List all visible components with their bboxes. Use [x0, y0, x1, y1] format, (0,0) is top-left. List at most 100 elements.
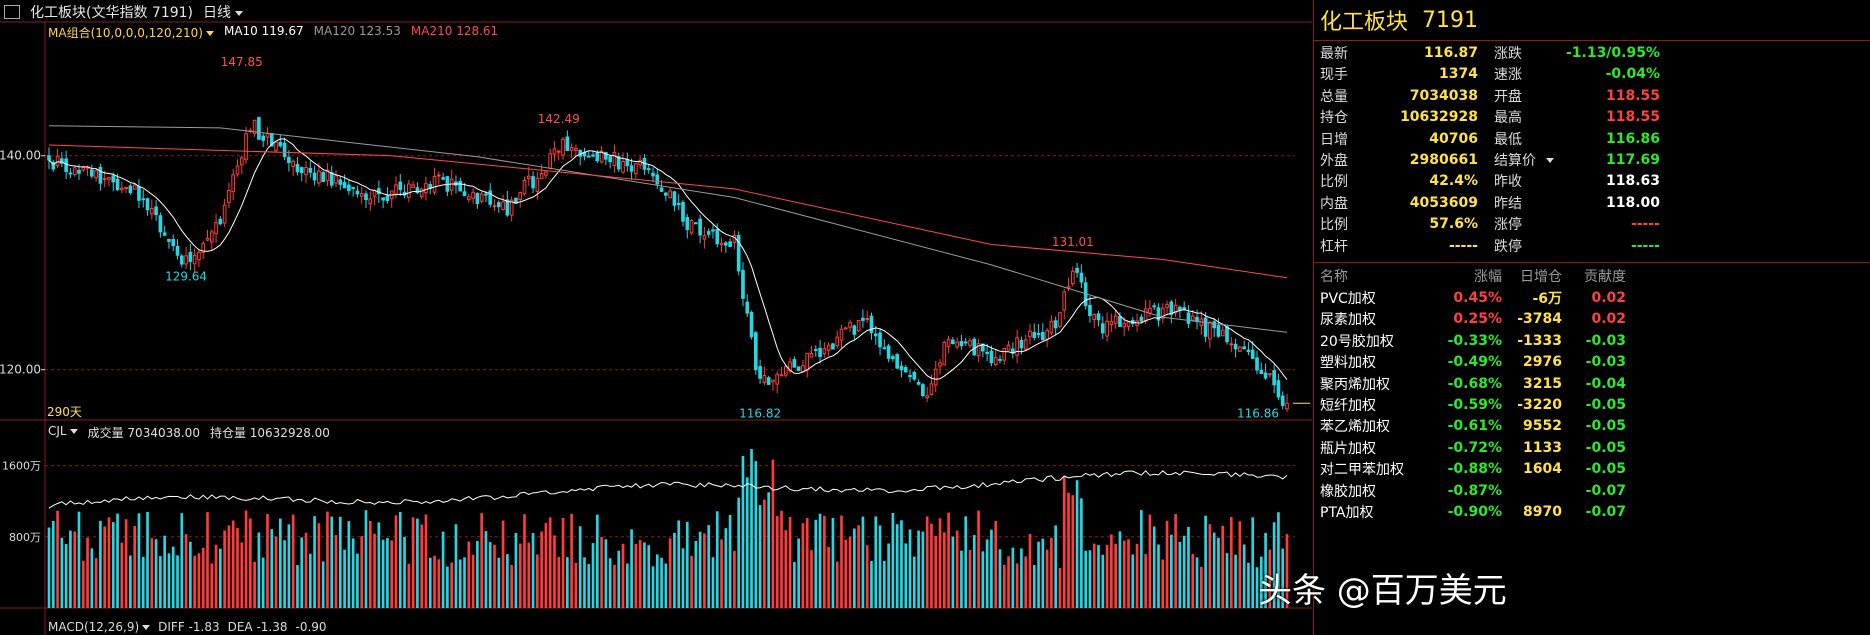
- chevron-down-icon[interactable]: [1546, 158, 1554, 163]
- volume-bar: [518, 543, 522, 608]
- candle: [1156, 307, 1161, 321]
- list-item[interactable]: 瓶片加权 -0.72% 1133 -0.05: [1314, 437, 1870, 459]
- candle: [621, 161, 625, 173]
- volume-bar: [501, 520, 505, 608]
- volume-bar: [51, 520, 55, 608]
- quote-label: 最低: [1494, 131, 1522, 148]
- volume-bar: [480, 513, 483, 608]
- volume-bar: [685, 521, 689, 608]
- volume-bar: [458, 559, 462, 608]
- volume-bar: [133, 526, 137, 608]
- candle: [1070, 270, 1075, 285]
- volume-bar: [964, 516, 968, 608]
- volume-bar: [553, 535, 556, 608]
- column-header[interactable]: 名称: [1320, 269, 1348, 285]
- volume-bar: [865, 545, 869, 608]
- candle: [719, 242, 724, 246]
- macd-indicator-name[interactable]: MACD(12,26,9): [48, 620, 151, 634]
- candle: [68, 172, 73, 175]
- candle: [466, 196, 471, 201]
- candle: [552, 148, 557, 155]
- candle: [1216, 325, 1221, 337]
- candle: [1032, 332, 1037, 338]
- candle: [411, 184, 415, 188]
- volume-bar: [73, 531, 77, 608]
- candle: [398, 181, 403, 190]
- chart-header: 化工板块(文华指数 7191) 日线: [0, 2, 244, 22]
- volume-bar: [1242, 544, 1246, 608]
- kline-chart[interactable]: 140.00 120.00 1600万 800万 147.85 129.64 142.49 1…: [0, 0, 1312, 635]
- volume-bar: [968, 549, 972, 608]
- volume-bar: [373, 533, 376, 608]
- volume-bar: [925, 516, 929, 608]
- volume-bar: [951, 536, 955, 608]
- chart-area[interactable]: 140.00 120.00 1600万 800万 147.85 129.64 142.49 1…: [0, 0, 1312, 635]
- candle: [912, 371, 917, 380]
- list-item[interactable]: 尿素加权 0.25% -3784 0.02: [1314, 308, 1870, 330]
- volume-bar: [1238, 521, 1242, 608]
- candle: [492, 205, 497, 208]
- candle: [882, 347, 887, 350]
- volume-bar: [159, 556, 162, 608]
- volume-bar: [171, 546, 175, 608]
- volume-bar: [938, 518, 942, 608]
- ma-group-text: MA组合(10,0,0,0,120,210): [48, 26, 203, 40]
- candle: [736, 234, 741, 272]
- volume-bar: [514, 533, 518, 608]
- candle: [574, 147, 578, 152]
- list-item[interactable]: PVC加权 0.45% -6万 0.02: [1314, 287, 1870, 309]
- period-selector[interactable]: 日线: [203, 2, 244, 22]
- list-item[interactable]: 橡胶加权 -0.87% -0.07: [1314, 480, 1870, 502]
- volume-bar: [510, 565, 513, 608]
- list-item[interactable]: 短纤加权 -0.59% -3220 -0.05: [1314, 394, 1870, 416]
- volume-bar: [1225, 553, 1229, 608]
- candle: [929, 383, 934, 396]
- list-item[interactable]: 苯乙烯加权 -0.61% 9552 -0.05: [1314, 415, 1870, 437]
- candle: [625, 159, 630, 167]
- candle: [60, 158, 64, 164]
- quote-value: 1374: [1439, 66, 1478, 83]
- list-item[interactable]: PTA加权 -0.90% 8970 -0.07: [1314, 501, 1870, 523]
- volume-bar: [921, 531, 925, 608]
- window-icon[interactable]: [4, 5, 20, 19]
- candle: [1246, 349, 1251, 353]
- volume-bar: [261, 557, 265, 608]
- candle: [989, 350, 994, 364]
- volume-bar: [613, 564, 616, 608]
- column-header[interactable]: 涨幅: [1474, 269, 1502, 285]
- chevron-down-icon: [69, 429, 78, 434]
- volume-bar: [651, 566, 655, 608]
- candle: [1268, 373, 1272, 376]
- volume-bar: [1195, 557, 1199, 608]
- quote-label: 现手: [1320, 67, 1348, 84]
- column-header[interactable]: 贡献度: [1584, 269, 1626, 285]
- candle: [47, 155, 51, 161]
- candle: [81, 166, 86, 171]
- symbol-title: 化工板块(文华指数 7191): [30, 5, 194, 21]
- candle: [119, 187, 124, 191]
- volume-bar: [591, 543, 595, 608]
- candle: [835, 336, 840, 347]
- quote-value: 117.69: [1605, 152, 1660, 168]
- list-item[interactable]: 20号胶加权 -0.33% -1333 -0.03: [1314, 330, 1870, 352]
- volume-bar: [1067, 492, 1070, 608]
- constituent-name: 瓶片加权: [1320, 440, 1376, 457]
- list-item[interactable]: 对二甲苯加权 -0.88% 1604 -0.05: [1314, 458, 1870, 480]
- volume-bar: [724, 528, 728, 608]
- candle: [676, 203, 681, 206]
- volume-value: 成交量 7034038.00: [87, 426, 200, 440]
- column-header[interactable]: 日增仓: [1520, 269, 1562, 285]
- candle: [1272, 370, 1276, 386]
- candle: [796, 366, 801, 371]
- ma-group-label[interactable]: MA组合(10,0,0,0,120,210): [48, 24, 214, 40]
- volume-bar: [1101, 554, 1105, 608]
- volume-bar: [274, 536, 278, 608]
- list-item[interactable]: 塑料加权 -0.49% 2976 -0.03: [1314, 351, 1870, 373]
- candle: [878, 332, 882, 348]
- candle: [321, 172, 325, 183]
- list-item[interactable]: 聚丙烯加权 -0.68% 3215 -0.04: [1314, 373, 1870, 395]
- volume-bar: [587, 564, 591, 608]
- volume-bar: [1024, 556, 1028, 608]
- volume-indicator-name[interactable]: CJL: [48, 424, 78, 441]
- constituent-contribution: -0.04: [1585, 375, 1626, 392]
